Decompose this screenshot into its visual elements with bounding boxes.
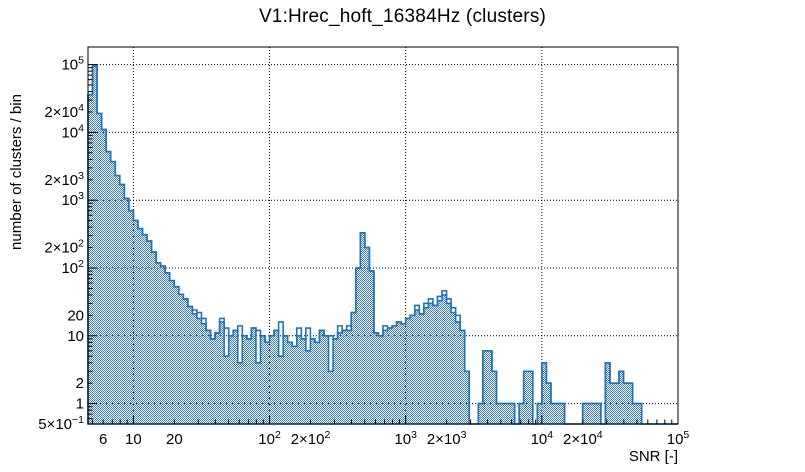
x-tick-label: 104 <box>531 429 554 448</box>
y-tick-label: 2×102 <box>44 238 84 257</box>
y-tick-label: 10 <box>67 328 84 345</box>
axis-ticks <box>88 64 673 425</box>
chart-title: V1:Hrec_hoft_16384Hz (clusters) <box>258 6 547 27</box>
y-axis-title: number of clusters / bin <box>8 94 25 250</box>
histograms <box>87 65 678 425</box>
x-tick-label: 2×103 <box>427 429 467 448</box>
y-tick-label: 2 <box>76 375 84 392</box>
y-tick-label: 5×10−1 <box>38 414 84 433</box>
y-tick-label: 2×104 <box>44 102 84 121</box>
x-tick-label: 105 <box>667 429 690 448</box>
y-tick-label: 102 <box>61 258 84 277</box>
y-tick-label: 1 <box>76 396 84 413</box>
x-tick-label: 20 <box>166 431 183 448</box>
tick-labels: 6 10 20 102 2×102 103 2×103 104 2×104 1051052×104… <box>38 55 689 448</box>
y-tick-label: 105 <box>61 55 84 74</box>
x-axis-title: SNR [-] <box>629 448 678 465</box>
y-tick-label: 2×103 <box>44 170 84 189</box>
plot-frame <box>87 46 679 425</box>
x-tick-label: 2×104 <box>563 429 603 448</box>
x-tick-label: 10 <box>125 431 142 448</box>
x-tick-label: 2×102 <box>291 429 331 448</box>
y-tick-label: 104 <box>61 122 84 141</box>
x-tick-label: 103 <box>394 429 417 448</box>
x-tick-label: 6 <box>99 431 107 448</box>
y-tick-label: 20 <box>67 307 84 324</box>
x-tick-label: 102 <box>258 429 281 448</box>
filled-histogram <box>87 65 678 425</box>
y-tick-label: 103 <box>61 190 84 209</box>
